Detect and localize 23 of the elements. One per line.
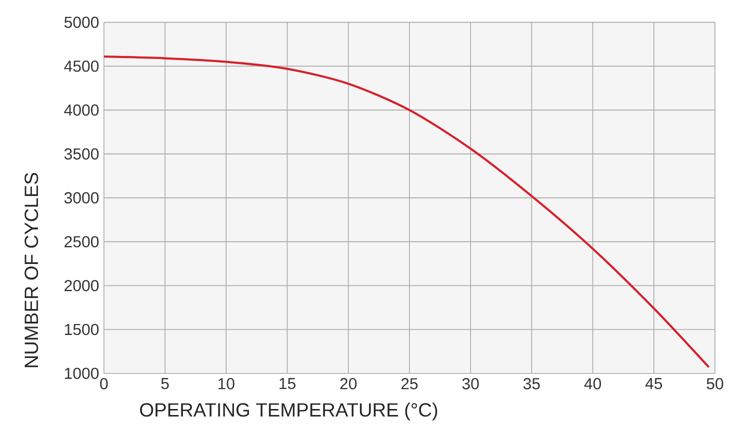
- x-tick-label: 15: [280, 378, 296, 390]
- x-tick-label: 45: [645, 378, 662, 390]
- y-tick-label: 1500: [64, 324, 99, 336]
- y-tick-label: 1000: [64, 368, 99, 380]
- x-tick-label: 25: [401, 378, 418, 390]
- y-tick-label: 4500: [64, 60, 99, 72]
- x-axis-title: OPERATING TEMPERATURE (°C): [140, 402, 438, 421]
- x-tick-label: 35: [523, 378, 540, 390]
- x-tick-label: 5: [161, 378, 169, 390]
- y-tick-label: 5000: [64, 16, 99, 28]
- x-tick-label: 30: [462, 378, 479, 390]
- y-axis-title: NUMBER OF CYCLES: [24, 173, 38, 368]
- x-tick-label: 10: [218, 378, 234, 390]
- y-tick-label: 3000: [64, 192, 99, 204]
- x-tick-label: 40: [584, 378, 601, 390]
- y-tick-label: 2000: [64, 280, 99, 292]
- x-tick-label: 0: [100, 378, 108, 390]
- x-tick-label: 20: [340, 378, 357, 390]
- y-tick-label: 4000: [64, 104, 99, 116]
- line-series: [104, 56, 710, 368]
- y-tick-label: 2500: [64, 236, 99, 248]
- y-tick-label: 3500: [64, 148, 99, 160]
- x-tick-label: 50: [706, 378, 724, 390]
